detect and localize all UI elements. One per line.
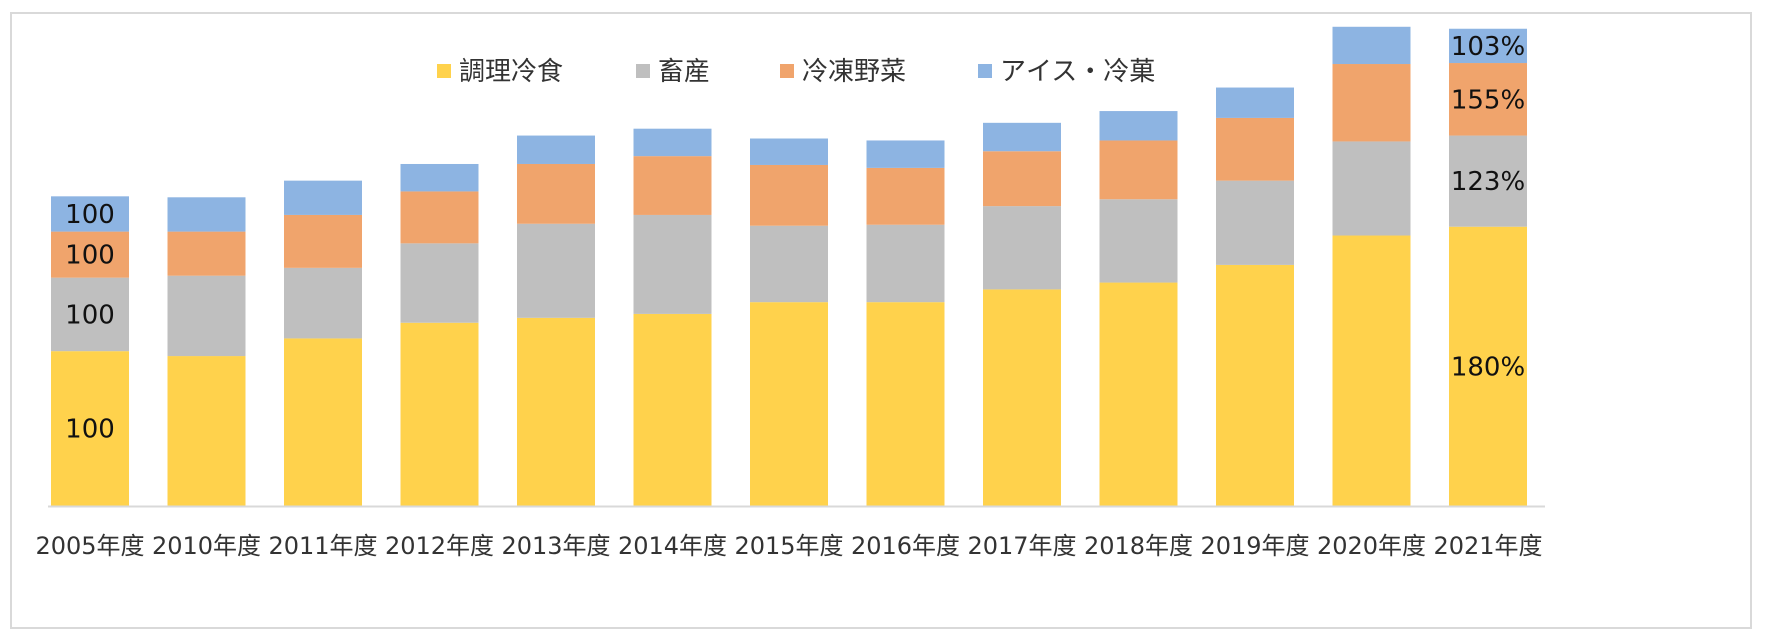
bar-2017--series-3 bbox=[983, 122, 1061, 152]
bar-2013--series-3 bbox=[517, 135, 595, 164]
bar-2010--series-3 bbox=[167, 197, 246, 232]
bar-2011--series-2 bbox=[284, 214, 362, 268]
x-tick-label: 2020年度 bbox=[1317, 532, 1426, 560]
bar-2018--series-3 bbox=[1099, 111, 1178, 141]
bar-2019--series-0 bbox=[1216, 264, 1294, 506]
bar-2020--series-2 bbox=[1332, 64, 1411, 142]
legend-label: アイス・冷菓 bbox=[1000, 57, 1155, 87]
x-tick-label: 2018年度 bbox=[1084, 532, 1193, 560]
data-label: 100 bbox=[65, 300, 115, 330]
bar-2013--series-0 bbox=[517, 317, 595, 506]
bar-2020--series-3 bbox=[1332, 26, 1411, 65]
bar-2012--series-3 bbox=[400, 163, 479, 192]
bar-2015--series-2 bbox=[750, 164, 828, 226]
bar-2005--series-2 bbox=[51, 231, 129, 278]
bar-2021--series-2 bbox=[1449, 63, 1527, 136]
x-tick-label: 2016年度 bbox=[851, 532, 960, 560]
bar-2017--series-2 bbox=[983, 151, 1061, 207]
bar-2005--series-0 bbox=[51, 351, 129, 506]
x-tick-label: 2010年度 bbox=[152, 532, 261, 560]
bar-2015--series-3 bbox=[750, 138, 828, 165]
bar-2005--series-1 bbox=[51, 277, 129, 352]
bar-2017--series-0 bbox=[983, 289, 1061, 506]
bars-layer bbox=[51, 26, 1527, 506]
bar-2012--series-1 bbox=[400, 243, 479, 323]
data-label: 180% bbox=[1451, 352, 1525, 382]
bar-2021--series-0 bbox=[1449, 226, 1527, 506]
x-tick-label: 2014年度 bbox=[618, 532, 727, 560]
legend-swatch-0 bbox=[437, 64, 451, 78]
bar-2012--series-0 bbox=[400, 322, 479, 506]
bar-2011--series-1 bbox=[284, 267, 362, 339]
bar-2016--series-1 bbox=[866, 224, 945, 303]
x-tick-label: 2019年度 bbox=[1200, 532, 1309, 560]
bar-2018--series-1 bbox=[1099, 199, 1178, 283]
bar-2010--series-0 bbox=[167, 356, 246, 506]
legend-label: 畜産 bbox=[658, 57, 710, 87]
x-tick-label: 2017年度 bbox=[967, 532, 1076, 560]
bar-2016--series-2 bbox=[866, 167, 945, 225]
bar-2019--series-2 bbox=[1216, 117, 1294, 181]
bar-2015--series-0 bbox=[750, 302, 828, 506]
x-tick-label: 2005年度 bbox=[35, 532, 144, 560]
bar-2020--series-0 bbox=[1332, 235, 1411, 506]
data-label: 100 bbox=[65, 415, 115, 445]
stacked-bar-chart: 100 100 100 100 180% 123% 155% 103% 2005年度 2010年… bbox=[35, 26, 1545, 560]
bar-2016--series-3 bbox=[866, 140, 945, 168]
x-axis: 2005年度 2010年度 2011年度 2012年度 2013年度 2014年度 2015… bbox=[35, 505, 1545, 560]
legend-swatch-2 bbox=[780, 64, 794, 78]
bar-2020--series-1 bbox=[1332, 141, 1411, 236]
x-tick-label: 2021年度 bbox=[1433, 532, 1542, 560]
bar-2015--series-1 bbox=[750, 225, 828, 303]
bar-2019--series-1 bbox=[1216, 180, 1294, 265]
bar-2010--series-2 bbox=[167, 231, 246, 276]
bar-2014--series-2 bbox=[633, 156, 712, 215]
legend-swatch-1 bbox=[636, 64, 650, 78]
bar-2021--series-1 bbox=[1449, 135, 1527, 227]
bar-2013--series-1 bbox=[517, 223, 595, 318]
bar-2014--series-3 bbox=[633, 128, 712, 157]
data-label: 123% bbox=[1451, 167, 1525, 197]
legend-swatch-3 bbox=[978, 64, 992, 78]
bar-2011--series-3 bbox=[284, 180, 362, 215]
data-label: 103% bbox=[1451, 32, 1525, 62]
x-tick-label: 2012年度 bbox=[385, 532, 494, 560]
data-label: 100 bbox=[65, 241, 115, 271]
legend-label: 調理冷食 bbox=[459, 57, 563, 87]
bar-2013--series-2 bbox=[517, 163, 595, 224]
bar-2012--series-2 bbox=[400, 191, 479, 244]
bar-2005--series-3 bbox=[51, 196, 129, 232]
bar-2021--series-3 bbox=[1449, 28, 1527, 64]
bar-2019--series-3 bbox=[1216, 87, 1294, 118]
x-tick-label: 2013年度 bbox=[501, 532, 610, 560]
data-label: 100 bbox=[65, 200, 115, 230]
bar-2018--series-2 bbox=[1099, 140, 1178, 200]
chart-frame: 100 100 100 100 180% 123% 155% 103% 2005年度 2010年… bbox=[10, 12, 1752, 629]
bar-2017--series-1 bbox=[983, 206, 1061, 290]
bar-2014--series-1 bbox=[633, 214, 712, 314]
x-tick-label: 2015年度 bbox=[734, 532, 843, 560]
legend: 調理冷食 畜産 冷凍野菜 アイス・冷菓 bbox=[437, 57, 1155, 87]
x-tick-label: 2011年度 bbox=[268, 532, 377, 560]
data-label: 155% bbox=[1451, 85, 1525, 115]
bar-2018--series-0 bbox=[1099, 282, 1178, 506]
bar-2016--series-0 bbox=[866, 302, 945, 506]
bar-2014--series-0 bbox=[633, 313, 712, 506]
bar-2010--series-1 bbox=[167, 275, 246, 357]
data-labels-layer: 100 100 100 100 180% 123% 155% 103% bbox=[65, 32, 1525, 445]
legend-label: 冷凍野菜 bbox=[802, 57, 906, 87]
bar-2011--series-0 bbox=[284, 338, 362, 506]
